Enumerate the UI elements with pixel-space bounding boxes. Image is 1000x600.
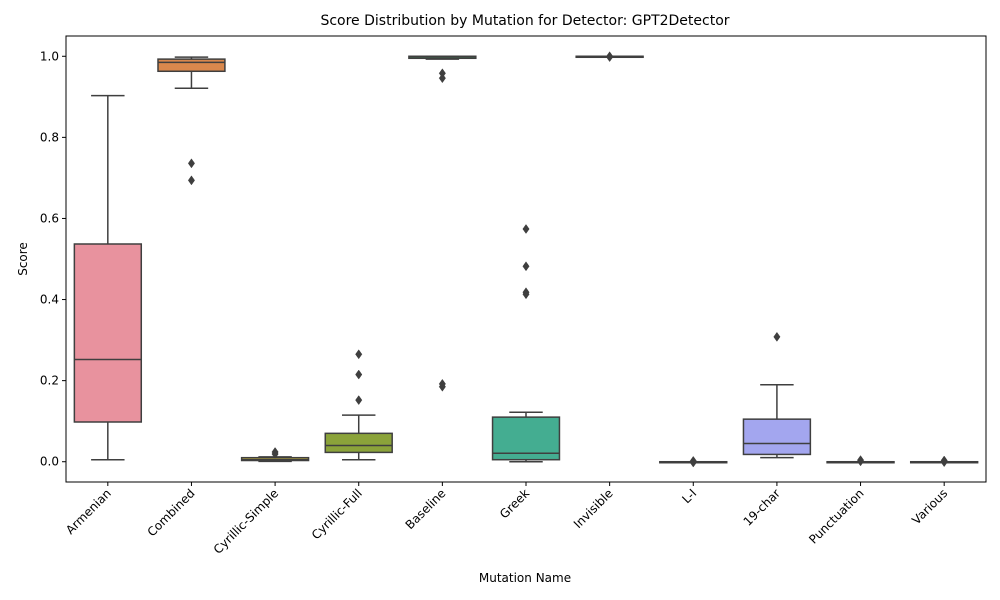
outlier-cyrillic-full-0 bbox=[355, 349, 363, 360]
x-axis-title: Mutation Name bbox=[479, 571, 571, 585]
outlier-punctuation-1 bbox=[857, 456, 865, 467]
outlier-invisible-1 bbox=[606, 52, 614, 63]
y-tick-label-0: 0.0 bbox=[40, 455, 59, 469]
y-tick-label-2: 0.4 bbox=[40, 293, 59, 307]
y-axis-title: Score bbox=[16, 242, 30, 276]
outlier-greek-3 bbox=[522, 289, 530, 300]
box-combined bbox=[157, 58, 226, 73]
outlier-combined-1 bbox=[187, 175, 195, 186]
outlier-combined-0 bbox=[187, 158, 195, 169]
outlier-various-1 bbox=[940, 457, 948, 468]
outlier-cyrillic-full-1 bbox=[355, 369, 363, 380]
outlier-cyrillic-simple-1 bbox=[271, 449, 279, 459]
y-tick-label-5: 1.0 bbox=[40, 49, 59, 63]
box-cyrillic-full bbox=[324, 432, 393, 454]
outlier-baseline-3 bbox=[438, 381, 446, 392]
y-tick-label-4: 0.8 bbox=[40, 130, 59, 144]
outlier-baseline-1 bbox=[438, 73, 446, 84]
outlier-greek-0 bbox=[522, 224, 530, 234]
outlier-19-char-0 bbox=[773, 331, 781, 342]
outlier-cyrillic-full-2 bbox=[355, 395, 363, 406]
y-tick-label-1: 0.2 bbox=[40, 374, 59, 388]
box-armenian bbox=[73, 243, 143, 423]
chart-title: Score Distribution by Mutation for Detec… bbox=[320, 13, 729, 29]
outlier-greek-1 bbox=[522, 261, 530, 272]
outlier-l-i-1 bbox=[689, 457, 697, 468]
y-tick-label-3: 0.6 bbox=[40, 211, 59, 225]
box-19-char bbox=[742, 418, 812, 456]
